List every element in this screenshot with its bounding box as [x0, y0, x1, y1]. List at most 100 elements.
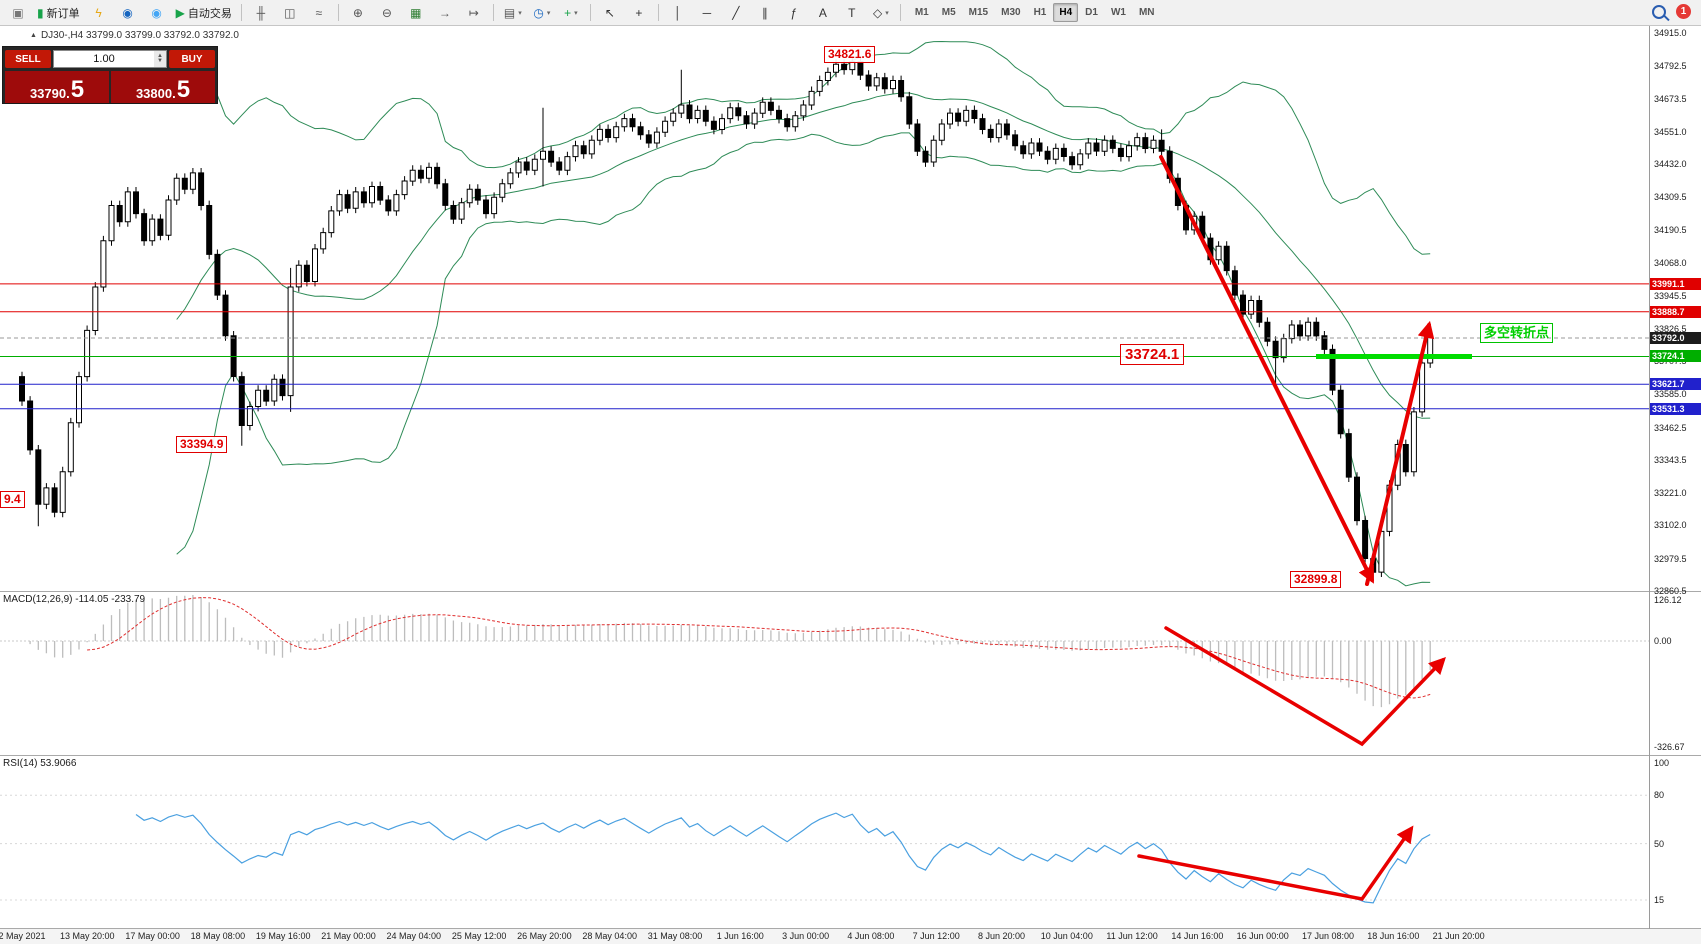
crosshair-icon-glyph: +	[635, 5, 643, 20]
peak-price-label[interactable]: 34821.6	[824, 46, 876, 63]
symbol-ohlc-label: ▲ DJ30-,H4 33799.0 33799.0 33792.0 33792…	[30, 30, 239, 41]
price-axis[interactable]	[1650, 26, 1701, 929]
volume-field[interactable]: 1.00 ▲ ▼	[53, 50, 167, 68]
key-level-price-label[interactable]: 33724.1	[1120, 344, 1185, 365]
timeframe-w1[interactable]: W1	[1110, 7, 1126, 18]
indicators-icon-glyph: +	[564, 5, 572, 20]
new-order-glyph: ▮	[37, 5, 44, 20]
market-icon[interactable]: ◉	[143, 2, 171, 24]
autotrading-button-label: 自动交易	[187, 7, 232, 20]
profiles-icon[interactable]: ◷ ▾	[528, 2, 556, 24]
bar-chart-icon-glyph: ╫	[256, 5, 266, 20]
toolbar-separator	[492, 4, 494, 21]
sell-price-button[interactable]: 33790. 5	[5, 71, 109, 103]
volume-up-icon[interactable]: ▲	[157, 53, 163, 59]
swing-low-price-label[interactable]: 33394.9	[176, 436, 228, 453]
fibonacci-icon-glyph: ƒ	[790, 5, 798, 20]
turning-point-label[interactable]: 多空转折点	[1480, 323, 1554, 343]
bottom-price-label[interactable]: 32899.8	[1290, 571, 1342, 588]
macd-header: MACD(12,26,9) -114.05 -233.79	[3, 594, 146, 605]
autoscroll-icon-glyph: →	[438, 5, 451, 20]
dropdown-caret-icon: ▾	[518, 9, 522, 17]
zoom-in-icon[interactable]: ⊕	[344, 2, 372, 24]
timeframe-h4[interactable]: H4	[1053, 3, 1079, 22]
autotrading-button[interactable]: ▶ 自动交易	[172, 2, 236, 24]
timeframe-m30[interactable]: M30	[1001, 7, 1021, 18]
market-icon-glyph: ◉	[151, 5, 162, 20]
sell-button[interactable]: SELL	[5, 50, 51, 68]
candlestick-chart-icon[interactable]: ◫	[276, 2, 304, 24]
toolbar-separator	[899, 4, 901, 21]
tile-windows-icon[interactable]: ▦	[402, 2, 430, 24]
volume-down-icon[interactable]: ▼	[157, 58, 163, 64]
toolbar-separator	[657, 4, 659, 21]
new-chart-icon-glyph: ▤	[503, 5, 516, 20]
toolbar-separator	[337, 4, 339, 21]
toolbar-separator	[589, 4, 591, 21]
timeframe-h1[interactable]: H1	[1033, 7, 1047, 18]
time-axis-separator	[0, 928, 1701, 929]
new-order-button-label: 新订单	[46, 7, 80, 20]
equidistant-channel-icon[interactable]: ∥	[751, 2, 779, 24]
text-label-icon-glyph: T	[848, 5, 856, 20]
line-chart-icon-glyph: ≈	[315, 5, 323, 20]
toolbar-buttons: ▣ ▮ 新订单 ϟ ◉ ◉ ▶ 自动交易 ╫ ◫ ≈ ⊕ ⊖ ▦ → ↦ ▤ ▾ ◷ ▾ + ▾ ↖ + │ ─ ╱ ∥ ƒ A T ◇ ▾	[4, 2, 905, 24]
buy-price-button[interactable]: 33800. 5	[111, 71, 215, 103]
trendline-icon-glyph: ╱	[732, 5, 740, 20]
cursor-icon-glyph: ↖	[604, 5, 615, 20]
toolbar: ▣ ▮ 新订单 ϟ ◉ ◉ ▶ 自动交易 ╫ ◫ ≈ ⊕ ⊖ ▦ → ↦ ▤ ▾ ◷ ▾ + ▾ ↖ + │ ─ ╱ ∥ ƒ A T ◇ ▾ M…	[0, 0, 1701, 26]
horizontal-line-icon-glyph: ─	[702, 5, 712, 20]
rsi-header: RSI(14) 53.9066	[3, 758, 77, 769]
search-icon[interactable]	[1652, 4, 1666, 19]
community-icon[interactable]: ◉	[114, 2, 142, 24]
toolbar-right: 1	[1652, 4, 1691, 19]
cursor-icon[interactable]: ↖	[596, 2, 624, 24]
volume-stepper[interactable]: ▲ ▼	[154, 53, 166, 64]
alert-lightning-icon[interactable]: ϟ	[85, 2, 113, 24]
shapes-icon[interactable]: ◇ ▾	[867, 2, 895, 24]
buy-price-big-digit: 5	[176, 76, 191, 104]
new-chart-icon[interactable]: ▤ ▾	[499, 2, 527, 24]
collapse-icon[interactable]: ▲	[30, 32, 37, 39]
volume-value[interactable]: 1.00	[54, 51, 154, 67]
bar-chart-icon[interactable]: ╫	[247, 2, 275, 24]
text-label-icon[interactable]: T	[838, 2, 866, 24]
line-chart-icon[interactable]: ≈	[305, 2, 333, 24]
zoom-out-icon-glyph: ⊖	[381, 5, 392, 20]
timeframe-mn[interactable]: MN	[1138, 7, 1155, 18]
text-icon[interactable]: A	[809, 2, 837, 24]
crosshair-icon[interactable]: +	[625, 2, 653, 24]
left-edge-price-label[interactable]: 9.4	[0, 491, 25, 508]
rsi-panel-separator[interactable]	[0, 755, 1701, 756]
timeframe-m1[interactable]: M1	[914, 7, 929, 18]
indicators-icon[interactable]: + ▾	[557, 2, 585, 24]
dropdown-caret-icon: ▾	[574, 9, 578, 17]
tile-windows-icon-glyph: ▦	[410, 5, 422, 20]
chart-shift-icon[interactable]: ↦	[460, 2, 488, 24]
timeframe-m5[interactable]: M5	[941, 7, 956, 18]
horizontal-line-icon[interactable]: ─	[693, 2, 721, 24]
timeframe-m15[interactable]: M15	[968, 7, 989, 18]
equidistant-channel-icon-glyph: ∥	[761, 5, 768, 20]
dropdown-caret-icon: ▾	[546, 9, 551, 17]
trendline-icon[interactable]: ╱	[722, 2, 750, 24]
symbol-ohlc-text: DJ30-,H4 33799.0 33799.0 33792.0 33792.0	[40, 30, 239, 41]
vertical-line-icon[interactable]: │	[664, 2, 692, 24]
terminal-window-icon-glyph: ▣	[12, 5, 24, 20]
timeframe-d1[interactable]: D1	[1085, 7, 1098, 18]
notification-badge[interactable]: 1	[1676, 4, 1691, 19]
text-icon-glyph: A	[818, 5, 827, 20]
new-order-button[interactable]: ▮ 新订单	[33, 2, 84, 24]
terminal-window-icon[interactable]: ▣	[4, 2, 32, 24]
toolbar-separator	[240, 4, 242, 21]
zoom-out-icon[interactable]: ⊖	[373, 2, 401, 24]
zoom-in-icon-glyph: ⊕	[352, 5, 363, 20]
timeframe-group: M1 M5 M15 M30 H1 H4 D1 W1 MN	[909, 3, 1161, 22]
macd-panel-separator[interactable]	[0, 591, 1701, 592]
autoscroll-icon[interactable]: →	[431, 2, 459, 24]
time-axis[interactable]	[0, 929, 1701, 944]
fibonacci-icon[interactable]: ƒ	[780, 2, 808, 24]
buy-button[interactable]: BUY	[169, 50, 215, 68]
